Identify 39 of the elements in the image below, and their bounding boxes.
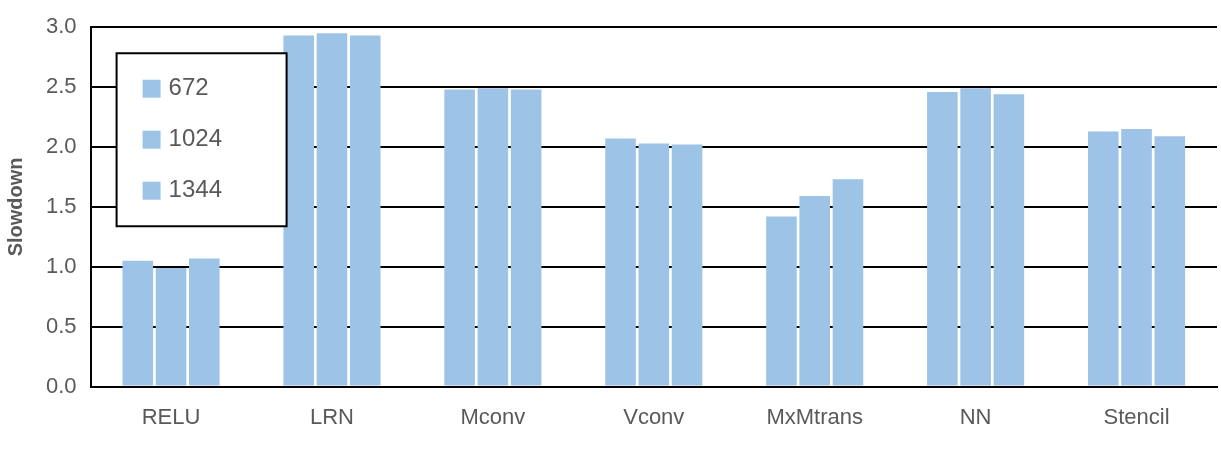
y-tick-label: 0.0 bbox=[45, 372, 77, 398]
bar bbox=[122, 260, 154, 386]
x-tick-label: Mconv bbox=[460, 403, 526, 429]
x-tick-label: Vconv bbox=[623, 403, 685, 429]
y-tick-label: 0.5 bbox=[45, 312, 77, 338]
bar bbox=[993, 94, 1025, 386]
bar bbox=[1087, 131, 1119, 386]
y-tick-label: 3.0 bbox=[45, 13, 77, 39]
x-tick-label: RELU bbox=[141, 403, 201, 429]
y-tick-label: 2.5 bbox=[45, 73, 77, 99]
bar bbox=[189, 258, 220, 386]
bar bbox=[155, 268, 187, 386]
bar bbox=[283, 35, 314, 386]
x-tick-label: NN bbox=[959, 403, 992, 429]
bar bbox=[1154, 136, 1186, 386]
y-axis-title: Slowdown bbox=[3, 157, 26, 257]
bar bbox=[638, 143, 670, 386]
legend-label: 1024 bbox=[168, 124, 222, 152]
y-tick-label: 1.0 bbox=[45, 252, 77, 278]
bar bbox=[766, 216, 797, 386]
x-tick-label: Stencil bbox=[1103, 403, 1170, 429]
bar bbox=[671, 144, 703, 386]
bar bbox=[444, 89, 475, 386]
bar bbox=[1121, 129, 1152, 386]
legend-label: 672 bbox=[168, 73, 209, 101]
bar bbox=[960, 88, 991, 386]
y-tick-label: 2.0 bbox=[45, 133, 77, 159]
y-tick-label: 1.5 bbox=[45, 192, 77, 218]
bar bbox=[316, 33, 348, 386]
bar bbox=[927, 91, 958, 386]
bar bbox=[832, 179, 864, 386]
x-tick-label: MxMtrans bbox=[766, 403, 863, 429]
bar bbox=[510, 89, 542, 386]
bar bbox=[477, 88, 509, 386]
bar bbox=[605, 138, 636, 386]
bar bbox=[349, 35, 381, 386]
bar bbox=[799, 196, 831, 386]
legend-label: 1344 bbox=[168, 175, 222, 203]
x-tick-label: LRN bbox=[309, 403, 354, 429]
